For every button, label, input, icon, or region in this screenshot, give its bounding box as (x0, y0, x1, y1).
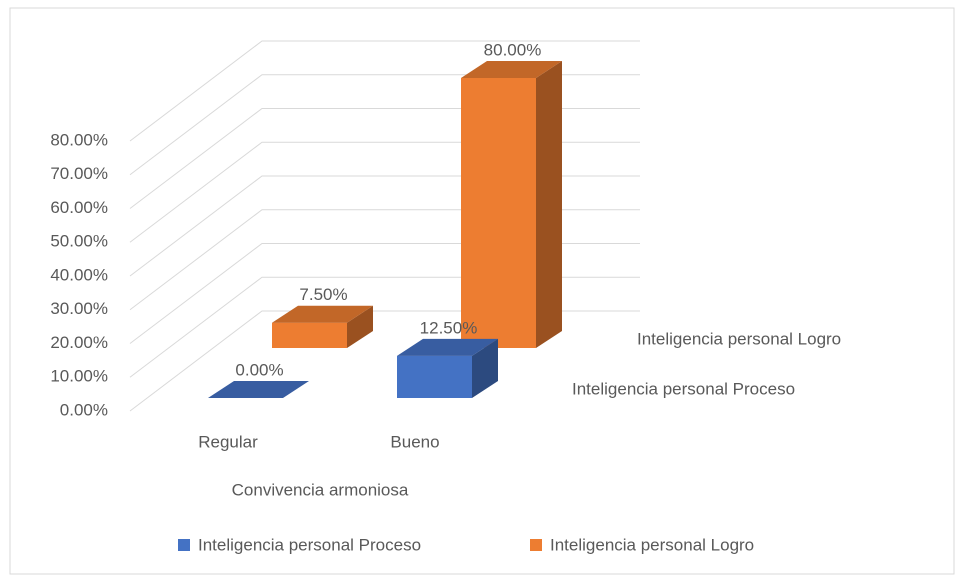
y-tick-label: 10.00% (50, 367, 108, 386)
bar-side (347, 305, 373, 348)
y-tick-label: 70.00% (50, 164, 108, 183)
depth-tick-label: Inteligencia personal Logro (637, 329, 841, 348)
bar-top (397, 338, 498, 356)
bar-top (272, 305, 373, 323)
bar-front (397, 355, 472, 398)
y-tick-label: 50.00% (50, 232, 108, 251)
y-tick-label: 40.00% (50, 265, 108, 284)
legend-swatch (530, 539, 542, 551)
legend-label: Inteligencia personal Proceso (198, 535, 421, 554)
depth-tick-label: Inteligencia personal Proceso (572, 379, 795, 398)
y-tick-label: 30.00% (50, 299, 108, 318)
bar-front (272, 322, 347, 348)
bar-side (536, 61, 562, 348)
y-tick-label: 80.00% (50, 130, 108, 149)
x-tick-label: Bueno (390, 432, 439, 451)
legend-label: Inteligencia personal Logro (550, 535, 754, 554)
bar-side (472, 338, 498, 398)
bar-top (461, 61, 562, 78)
data-label: 0.00% (235, 360, 283, 379)
grid-line (129, 40, 640, 142)
data-label: 7.50% (299, 285, 347, 304)
legend-swatch (178, 539, 190, 551)
bar-top (208, 381, 309, 398)
data-label: 80.00% (484, 40, 542, 59)
bar-front (461, 78, 536, 348)
y-tick-label: 60.00% (50, 198, 108, 217)
x-axis-title: Convivencia armoniosa (232, 480, 409, 499)
x-tick-label: Regular (198, 432, 258, 451)
y-tick-label: 20.00% (50, 333, 108, 352)
data-label: 12.50% (420, 318, 478, 337)
y-tick-label: 0.00% (60, 400, 108, 419)
